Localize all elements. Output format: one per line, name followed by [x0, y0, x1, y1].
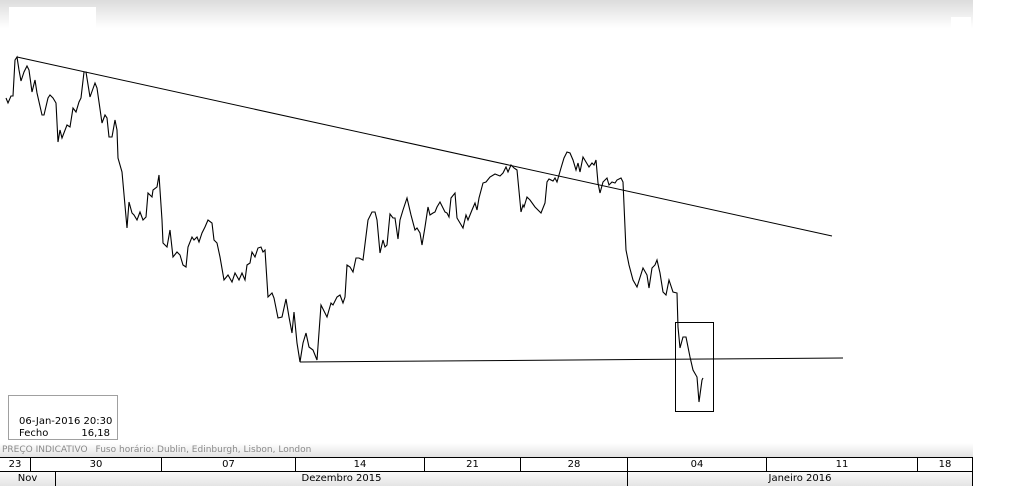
price-line — [5, 55, 704, 403]
support-line[interactable] — [299, 357, 844, 363]
month-label: Janeiro 2016 — [628, 472, 973, 486]
day-label: 14 — [296, 458, 425, 471]
month-label: Dezembro 2015 — [56, 472, 628, 486]
data-tooltip: 06-Jan-2016 20:30 Fecho 16,18 — [8, 395, 118, 440]
day-label: 07 — [162, 458, 296, 471]
day-label: 04 — [628, 458, 767, 471]
toolbar-small-button[interactable] — [951, 17, 971, 29]
chart-tab[interactable] — [9, 7, 96, 29]
status-bar: PREÇO INDICATIVO Fuso horário: Dublin, Ed… — [0, 443, 973, 457]
day-label: 21 — [425, 458, 521, 471]
tooltip-datetime: 06-Jan-2016 20:30 — [19, 416, 113, 427]
day-label: 18 — [918, 458, 973, 471]
day-axis: 23 30 07 14 21 28 04 11 18 — [0, 457, 973, 471]
resistance-trendline[interactable] — [16, 56, 833, 237]
month-axis: Nov Dezembro 2015 Janeiro 2016 — [0, 471, 973, 486]
price-type: PREÇO INDICATIVO — [2, 445, 88, 455]
day-label: 30 — [31, 458, 162, 471]
day-label: 23 — [0, 458, 31, 471]
price-chart[interactable] — [0, 0, 973, 443]
day-label: 28 — [521, 458, 628, 471]
highlight-rectangle[interactable] — [675, 322, 714, 412]
right-margin — [973, 0, 1020, 486]
tooltip-label: Fecho — [19, 428, 49, 439]
day-label: 11 — [767, 458, 918, 471]
month-label: Nov — [0, 472, 56, 486]
toolbar-strip — [0, 0, 973, 28]
timezone: Fuso horário: Dublin, Edinburgh, Lisbon,… — [95, 445, 312, 455]
tooltip-value: 16,18 — [81, 428, 110, 439]
